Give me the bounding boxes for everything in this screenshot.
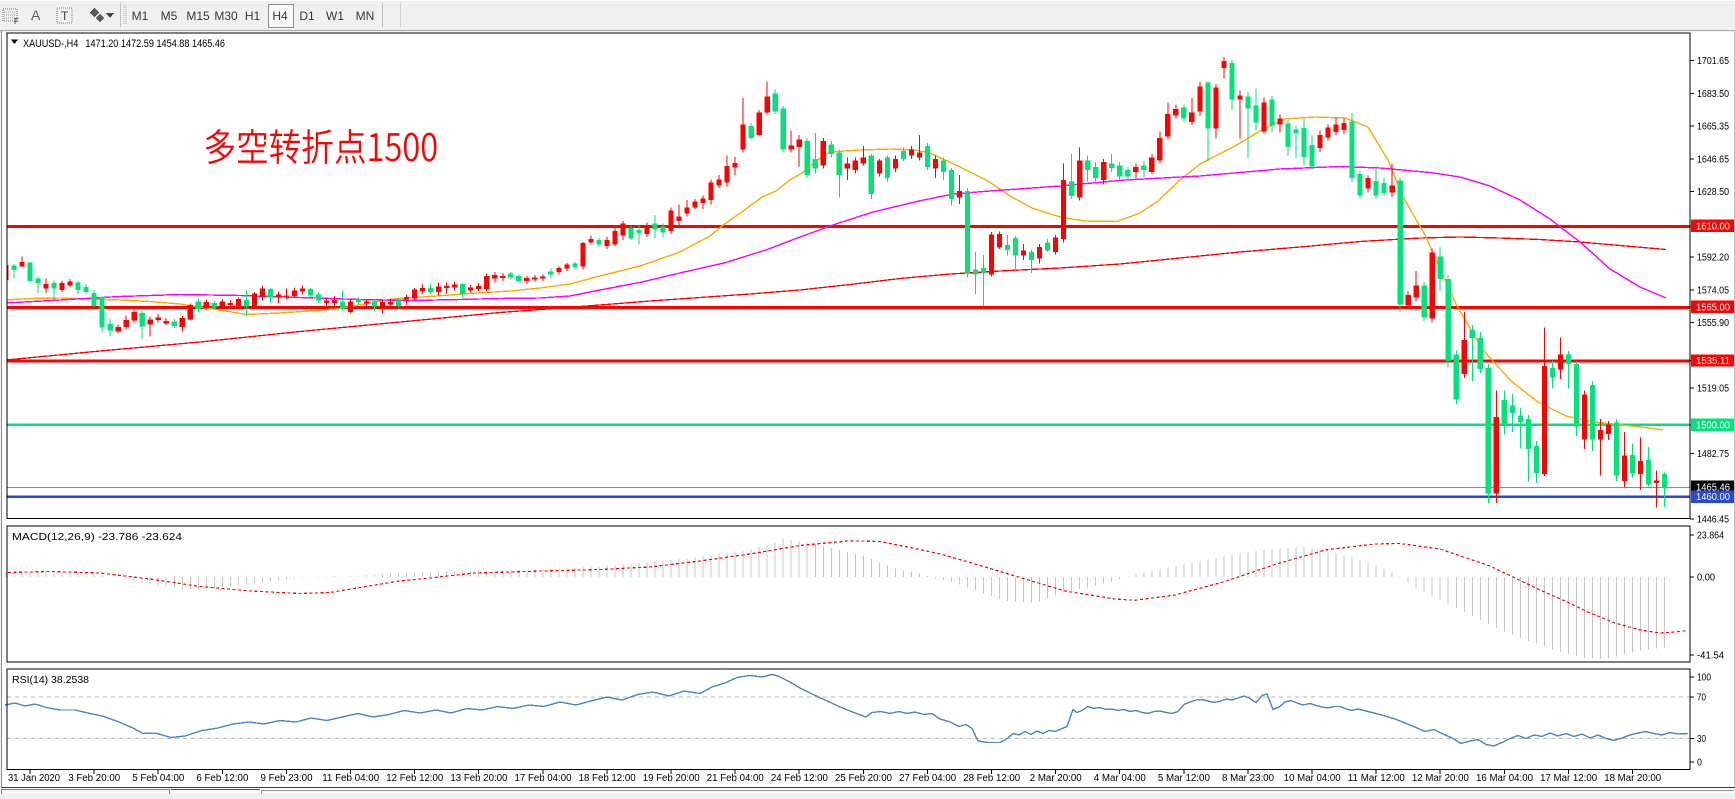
- svg-text:28 Feb 12:00: 28 Feb 12:00: [963, 773, 1020, 784]
- svg-text:6 Feb 12:00: 6 Feb 12:00: [196, 773, 248, 784]
- svg-text:11 Feb 04:00: 11 Feb 04:00: [322, 773, 379, 784]
- svg-text:1500.00: 1500.00: [1696, 420, 1730, 431]
- svg-text:1460.00: 1460.00: [1696, 492, 1730, 503]
- svg-text:H1: H1: [245, 9, 261, 23]
- svg-text:5 Mar 12:00: 5 Mar 12:00: [1158, 773, 1210, 784]
- svg-text:18 Mar 20:00: 18 Mar 20:00: [1604, 773, 1661, 784]
- svg-text:A: A: [31, 7, 41, 23]
- svg-text:9 Feb 23:00: 9 Feb 23:00: [261, 773, 313, 784]
- svg-text:31 Jan 2020: 31 Jan 2020: [8, 773, 60, 784]
- svg-text:23.864: 23.864: [1697, 531, 1724, 542]
- svg-text:1519.05: 1519.05: [1697, 384, 1729, 395]
- svg-text:1482.75: 1482.75: [1697, 449, 1729, 460]
- svg-text:1446.45: 1446.45: [1697, 515, 1729, 526]
- svg-text:8 Mar 23:00: 8 Mar 23:00: [1222, 773, 1274, 784]
- svg-text:1565.00: 1565.00: [1696, 302, 1730, 313]
- svg-text:1555.90: 1555.90: [1697, 318, 1729, 329]
- svg-text:M1: M1: [132, 9, 149, 23]
- svg-text:MACD(12,26,9) -23.786 -23.624: MACD(12,26,9) -23.786 -23.624: [12, 531, 182, 543]
- svg-text:12 Feb 12:00: 12 Feb 12:00: [386, 773, 443, 784]
- svg-text:30: 30: [1697, 734, 1706, 745]
- svg-text:MN: MN: [356, 9, 375, 23]
- svg-text:1574.05: 1574.05: [1697, 285, 1729, 296]
- svg-text:1592.20: 1592.20: [1697, 253, 1729, 264]
- svg-text:21 Feb 04:00: 21 Feb 04:00: [707, 773, 764, 784]
- svg-text:F: F: [14, 17, 19, 26]
- svg-text:10 Mar 04:00: 10 Mar 04:00: [1284, 773, 1341, 784]
- svg-text:M15: M15: [186, 9, 210, 23]
- svg-text:1665.35: 1665.35: [1697, 122, 1729, 133]
- svg-text:RSI(14) 38.2538: RSI(14) 38.2538: [12, 674, 89, 686]
- svg-text:19 Feb 20:00: 19 Feb 20:00: [643, 773, 700, 784]
- svg-text:27 Feb 04:00: 27 Feb 04:00: [899, 773, 956, 784]
- svg-text:H4: H4: [272, 9, 288, 23]
- svg-text:M5: M5: [161, 9, 178, 23]
- svg-text:1683.50: 1683.50: [1697, 89, 1729, 100]
- svg-text:100: 100: [1697, 673, 1711, 684]
- svg-text:1628.50: 1628.50: [1697, 187, 1729, 198]
- svg-text:16 Mar 04:00: 16 Mar 04:00: [1476, 773, 1533, 784]
- svg-text:11 Mar 12:00: 11 Mar 12:00: [1348, 773, 1405, 784]
- svg-text:M30: M30: [214, 9, 238, 23]
- svg-text:5 Feb 04:00: 5 Feb 04:00: [132, 773, 184, 784]
- svg-text:D1: D1: [299, 9, 315, 23]
- svg-text:1610.00: 1610.00: [1696, 221, 1730, 232]
- svg-text:18 Feb 12:00: 18 Feb 12:00: [579, 773, 636, 784]
- svg-text:4 Mar 04:00: 4 Mar 04:00: [1094, 773, 1146, 784]
- svg-text:70: 70: [1697, 693, 1706, 704]
- svg-text:W1: W1: [326, 9, 344, 23]
- svg-text:XAUUSD-,H4 1471.20 1472.59 14: XAUUSD-,H4 1471.20 1472.59 1454.88 1465.…: [23, 38, 225, 50]
- svg-text:T: T: [61, 9, 69, 23]
- svg-text:0.00: 0.00: [1697, 573, 1715, 584]
- svg-text:24 Feb 12:00: 24 Feb 12:00: [771, 773, 828, 784]
- svg-text:1465.46: 1465.46: [1696, 482, 1730, 493]
- svg-text:1701.65: 1701.65: [1697, 56, 1729, 67]
- svg-text:3 Feb 20:00: 3 Feb 20:00: [68, 773, 120, 784]
- svg-text:2 Mar 20:00: 2 Mar 20:00: [1030, 773, 1082, 784]
- svg-text:12 Mar 20:00: 12 Mar 20:00: [1412, 773, 1469, 784]
- svg-text:13 Feb 20:00: 13 Feb 20:00: [450, 773, 507, 784]
- svg-text:17 Feb 04:00: 17 Feb 04:00: [515, 773, 572, 784]
- svg-text:1535.11: 1535.11: [1696, 356, 1730, 367]
- svg-text:1646.65: 1646.65: [1697, 154, 1729, 165]
- svg-text:25 Feb 20:00: 25 Feb 20:00: [835, 773, 892, 784]
- svg-text:0: 0: [1697, 758, 1702, 769]
- svg-text:17 Mar 12:00: 17 Mar 12:00: [1540, 773, 1597, 784]
- svg-text:-41.54: -41.54: [1697, 651, 1724, 662]
